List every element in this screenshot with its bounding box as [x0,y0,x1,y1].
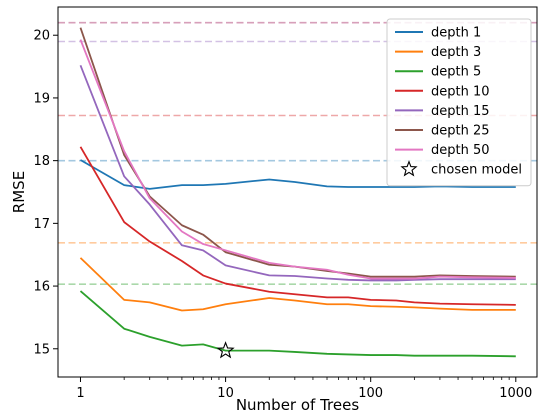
legend-swatch-chosen-model [400,160,418,177]
series-line-depth-1 [80,159,516,190]
legend: depth 1 depth 3 depth 5 depth 10 depth 15 dep… [386,18,532,187]
y-tick-label: 16 [33,280,50,295]
series-line-depth-5 [79,290,516,358]
legend-label: depth 50 [431,143,490,158]
legend-label: chosen model [431,163,522,178]
legend-label: depth 25 [431,124,490,139]
y-tick-label: 20 [33,29,50,44]
y-axis: 15 16 17 18 19 20 [33,29,58,357]
x-tick-label: 10 [217,386,234,401]
plot-frame [57,6,538,378]
legend-label: depth 1 [431,26,481,41]
chosen-model-marker [216,341,235,359]
legend-label: depth 15 [431,104,490,119]
legend-label: depth 5 [431,65,481,80]
x-tick-label: 100 [358,386,383,401]
series-line-depth-50 [79,39,516,280]
legend-box [386,18,532,187]
marker-layer [216,341,235,359]
series-line-depth-15 [79,64,516,282]
y-tick-label: 17 [33,217,50,232]
x-axis: 1 10 100 1000 [76,377,532,401]
legend-label: depth 10 [431,84,490,99]
legend-label: depth 3 [431,45,481,60]
series-line-depth-3 [79,257,516,312]
y-tick-label: 18 [33,154,50,169]
y-axis-title: RMSE [10,171,28,213]
y-tick-label: 15 [33,342,50,357]
series-lines [79,27,516,358]
x-tick-label: 1 [76,386,84,401]
series-line-depth-10 [79,146,516,306]
x-tick-label: 1000 [499,386,532,401]
x-axis-title: Number of Trees [236,396,360,414]
y-tick-label: 19 [33,91,50,106]
